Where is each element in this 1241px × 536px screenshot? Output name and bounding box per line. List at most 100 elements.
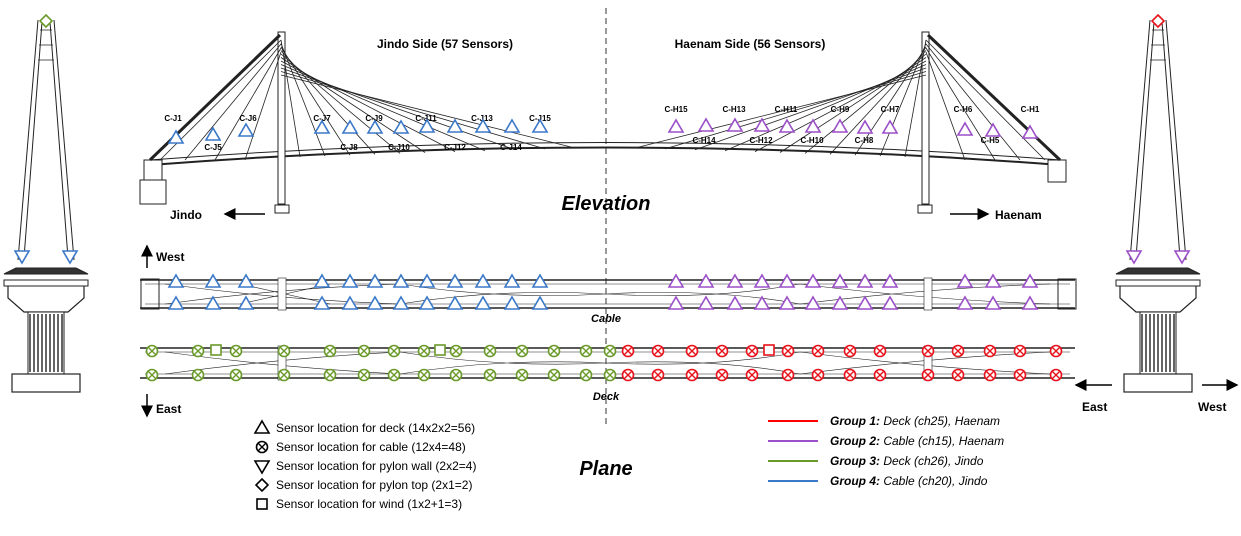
pylon-section-right (1115, 13, 1201, 393)
plan-jindo-deck-sensor (483, 344, 497, 358)
plan-jindo-cable-sensor (531, 295, 549, 310)
plan-jindo-deck-sensor (357, 368, 371, 382)
plan-jindo-deck-sensor (229, 368, 243, 382)
plan-jindo-deck-sensor (547, 344, 561, 358)
plan-jindo-deck-sensor (357, 344, 371, 358)
pylon-right-footing (917, 204, 933, 214)
plan-jindo-cable-sensor (474, 273, 492, 288)
elevation-jindo-cable-sensor (366, 119, 384, 134)
plan-jindo-deck-sensor (449, 368, 463, 382)
plan-jindo-deck-sensor (145, 368, 159, 382)
cable-label: C-J14 (500, 143, 522, 152)
plan-haenam-cable-sensor (831, 273, 849, 288)
elevation-jindo-cable-sensor (418, 118, 436, 133)
cable-label: C-J1 (164, 114, 182, 123)
pylon-section-left (3, 13, 89, 393)
label-east-bottom: East (156, 402, 181, 416)
plan-jindo-deck-sensor (191, 344, 205, 358)
elevation-jindo-cable-sensor (531, 118, 549, 133)
plan-haenam-deck-sensor (1049, 344, 1063, 358)
plan-jindo-cable-sensor (503, 273, 521, 288)
plan-haenam-deck-sensor (651, 368, 665, 382)
cable-label: C-H11 (775, 105, 798, 114)
plan-jindo-cable-sensor (366, 273, 384, 288)
cable-label: C-J9 (365, 114, 383, 123)
cable-plan-label: Cable (591, 313, 621, 325)
abutment-left (143, 159, 163, 183)
cable-labels-haenam-lower: C-H14 C-H12 C-H10 C-H8 C-H5 (692, 136, 999, 145)
plan-haenam-deck-sensor (685, 368, 699, 382)
elevation-view (139, 31, 1067, 214)
plan-haenam-deck-sensor (651, 344, 665, 358)
cable-label: C-J15 (529, 114, 551, 123)
plan-jindo-deck-sensor (449, 344, 463, 358)
plan-haenam-deck-sensor (843, 368, 857, 382)
legend-square-icon (256, 498, 268, 510)
group-legend-desc: Cable (ch15), Haenam (880, 434, 1004, 448)
plan-haenam-deck-sensor (811, 344, 825, 358)
plan-jindo-cable-sensor (446, 295, 464, 310)
elevation-haenam-cable-sensor (1021, 124, 1039, 139)
legend-diamond-icon (254, 477, 270, 493)
plan-jindo-deck-sensor (323, 368, 337, 382)
deck-plan-label: Deck (593, 391, 620, 403)
wind-sensor-square (210, 344, 222, 356)
plan-jindo-deck-sensor (579, 368, 593, 382)
pylon-top-sensor (38, 13, 54, 29)
elevation-jindo-cable-sensor (503, 118, 521, 133)
plan-haenam-deck-sensor (715, 368, 729, 382)
plan-haenam-deck-sensor (621, 368, 635, 382)
cable-label: C-J6 (239, 114, 257, 123)
elevation-haenam-cable-sensor (753, 117, 771, 132)
plan-haenam-deck-sensor (685, 344, 699, 358)
plan-jindo-cable-sensor (392, 273, 410, 288)
plan-jindo-deck-sensor (277, 368, 291, 382)
plan-jindo-deck-sensor (191, 368, 205, 382)
plan-haenam-cable-sensor (881, 273, 899, 288)
plan-haenam-cable-sensor (956, 273, 974, 288)
legend-triangle-down-icon (253, 460, 271, 475)
cable-label: C-H6 (954, 105, 973, 114)
group-legend-label: Group 2: Cable (ch15), Haenam (830, 434, 1004, 448)
plan-jindo-deck-sensor (483, 368, 497, 382)
plan-haenam-deck-sensor (983, 344, 997, 358)
plan-jindo-deck-sensor (277, 344, 291, 358)
plan-haenam-deck-sensor (921, 344, 935, 358)
sensor-legend-label: Sensor location for wind (1x2+1=3) (276, 497, 462, 511)
plan-cable-end-right (1057, 278, 1077, 310)
elevation-haenam-cable-sensor (956, 121, 974, 136)
elevation-title: Elevation (562, 193, 651, 215)
plan-haenam-deck-sensor (1013, 368, 1027, 382)
plan-haenam-deck-sensor (781, 344, 795, 358)
plan-jindo-deck-sensor (323, 344, 337, 358)
plan-haenam-cable-sensor (667, 295, 685, 310)
group-legend-name: Group 3: (830, 454, 880, 468)
legend-triangle-up-icon (253, 419, 271, 434)
group-legend-name: Group 4: (830, 474, 880, 488)
plan-haenam-deck-sensor (873, 368, 887, 382)
elevation-jindo-cable-sensor (204, 126, 222, 141)
plan-sensor-markers (145, 273, 1063, 382)
elevation-jindo-cable-sensor (446, 118, 464, 133)
plan-jindo-cable-sensor (446, 273, 464, 288)
plane-title: Plane (579, 458, 632, 480)
haenam-side-title: Haenam Side (56 Sensors) (675, 37, 826, 51)
plan-jindo-cable-sensor (341, 295, 359, 310)
cable-label: C-H9 (831, 105, 850, 114)
cable-label: C-H7 (881, 105, 900, 114)
sensor-legend-label: Sensor location for pylon top (2x1=2) (276, 478, 472, 492)
group-legend-desc: Deck (ch25), Haenam (880, 414, 1000, 428)
elevation-jindo-cable-sensor (237, 122, 255, 137)
cable-label: C-J11 (415, 114, 437, 123)
elevation-haenam-cable-sensor (831, 118, 849, 133)
abutment-left-base (139, 179, 167, 205)
plan-haenam-deck-sensor (715, 344, 729, 358)
pylon-wall-sensor (1125, 250, 1143, 265)
plan-haenam-cable-sensor (753, 273, 771, 288)
plan-haenam-cable-sensor (778, 295, 796, 310)
pylon-wall-sensor (13, 250, 31, 265)
plan-jindo-deck-sensor (603, 368, 617, 382)
plan-haenam-cable-sensor (856, 295, 874, 310)
plan-haenam-deck-sensor (983, 368, 997, 382)
plan-haenam-cable-sensor (726, 295, 744, 310)
